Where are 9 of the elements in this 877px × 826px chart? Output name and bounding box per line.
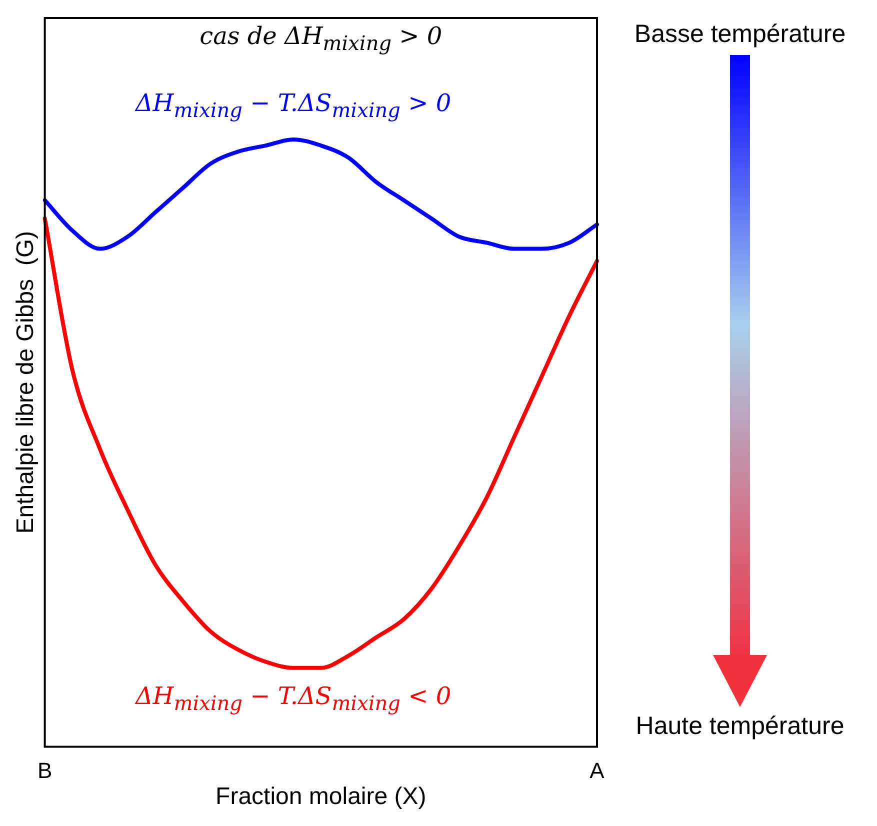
text: Basse température — [634, 20, 846, 49]
series-label: ΔH$_{mixing}$ − T.ΔS$_{mixing}$ < 0 — [135, 682, 452, 715]
text: Haute température — [636, 712, 844, 741]
chart-title: cas de ΔH$_{mixing}$ > 0 — [200, 22, 442, 55]
x-axis-title: Fraction molaire (X) — [216, 783, 426, 810]
x-tick-label: B — [37, 758, 52, 784]
series-label: ΔH$_{mixing}$ − T.ΔS$_{mixing}$ > 0 — [135, 89, 452, 122]
x-tick-label: A — [590, 758, 605, 784]
y-axis-title: Enthalpie libre de Gibbs (G) — [12, 230, 40, 534]
